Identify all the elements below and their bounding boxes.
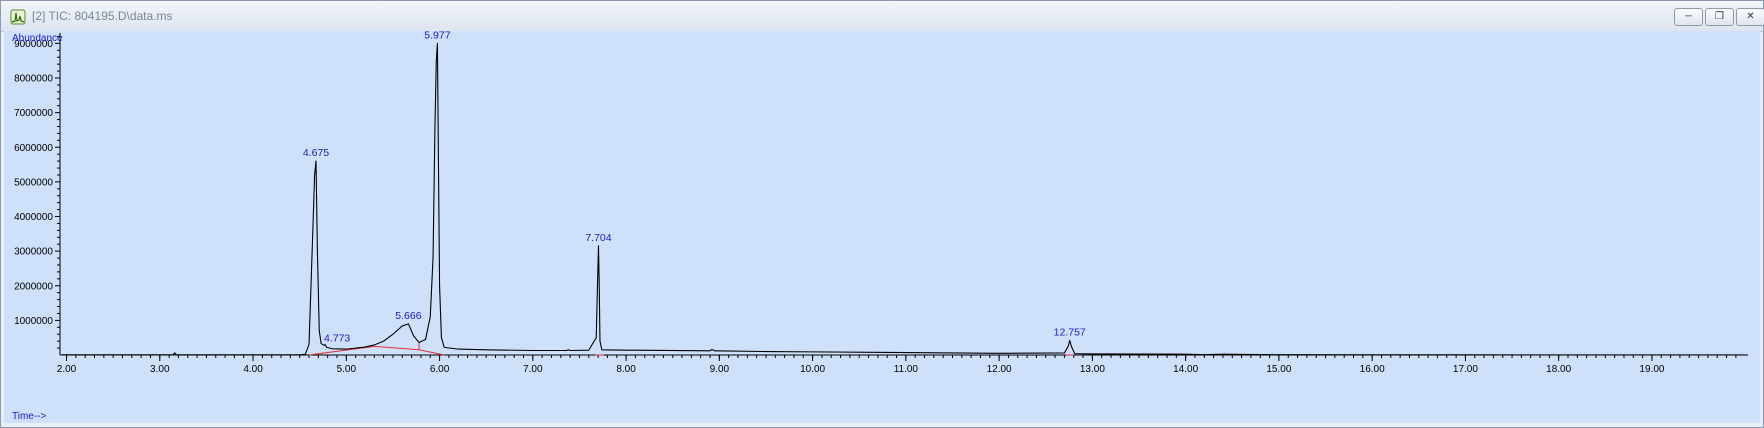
x-tick-label: 5.00 — [337, 364, 357, 375]
y-axis: 1000000 2000000 3000000 4000000 5000000 60000… — [14, 33, 61, 355]
x-tick-label: 12.00 — [987, 364, 1012, 375]
title-bar[interactable]: [2] TIC: 804195.D\data.ms ─ ❐ ✕ — [1, 1, 1764, 32]
close-button[interactable]: ✕ — [1736, 8, 1764, 26]
tic-trace-group — [61, 42, 1746, 356]
minimize-button[interactable]: ─ — [1674, 8, 1703, 26]
x-tick-label: 19.00 — [1639, 364, 1664, 375]
restore-icon: ❐ — [1715, 11, 1724, 22]
x-tick-label: 18.00 — [1546, 364, 1571, 375]
baseline-segment — [308, 345, 445, 356]
tic-trace-line — [61, 42, 1746, 356]
y-tick-label: 2000000 — [14, 281, 53, 292]
y-tick-label: 3000000 — [14, 247, 53, 258]
x-tick-label: 15.00 — [1266, 364, 1291, 375]
integration-baselines — [308, 342, 1074, 356]
minimize-icon: ─ — [1684, 11, 1693, 22]
peak-label: 5.666 — [395, 310, 421, 322]
peak-label: 5.977 — [424, 31, 450, 41]
x-tick-label: 17.00 — [1453, 364, 1478, 375]
y-tick-label: 9000000 — [14, 39, 53, 50]
window-title: [2] TIC: 804195.D\data.ms — [32, 9, 173, 23]
x-tick-label: 9.00 — [710, 364, 730, 375]
peak-label: 4.675 — [303, 147, 329, 159]
x-tick-label: 16.00 — [1360, 364, 1385, 375]
x-tick-label: 14.00 — [1173, 364, 1198, 375]
y-tick-label: 1000000 — [14, 316, 53, 327]
peak-label: 7.704 — [585, 232, 611, 244]
x-tick-label: 13.00 — [1080, 364, 1105, 375]
chromatogram-chart[interactable]: 1000000 2000000 3000000 4000000 5000000 60000… — [4, 29, 1760, 423]
x-tick-label: 4.00 — [243, 364, 263, 375]
peak-label: 4.773 — [324, 333, 350, 345]
close-icon: ✕ — [1746, 11, 1755, 22]
x-axis: 2.00 3.00 4.00 5.00 6.00 7.00 8.00 9.00 10.00 11.… — [57, 354, 1748, 375]
x-tick-label: 8.00 — [616, 364, 636, 375]
restore-button[interactable]: ❐ — [1705, 8, 1734, 26]
y-axis-label: Abundance — [12, 33, 63, 44]
plot-area[interactable]: 1000000 2000000 3000000 4000000 5000000 60000… — [4, 29, 1760, 423]
peak-label: 12.757 — [1054, 326, 1086, 338]
y-tick-label: 4000000 — [14, 212, 53, 223]
y-tick-label: 8000000 — [14, 74, 53, 85]
y-tick-label: 6000000 — [14, 143, 53, 154]
x-tick-label: 7.00 — [523, 364, 543, 375]
y-tick-label: 5000000 — [14, 177, 53, 188]
x-tick-label: 6.00 — [430, 364, 450, 375]
x-tick-label: 2.00 — [57, 364, 77, 375]
chromatogram-app-icon — [10, 9, 26, 25]
x-axis-label: Time--> — [12, 411, 47, 422]
x-tick-label: 3.00 — [150, 364, 170, 375]
peak-labels: 4.675 4.773 5.666 5.977 7.704 12.757 — [303, 29, 1086, 345]
y-tick-label: 7000000 — [14, 108, 53, 119]
x-tick-label: 10.00 — [800, 364, 825, 375]
x-tick-label: 11.00 — [894, 364, 919, 375]
